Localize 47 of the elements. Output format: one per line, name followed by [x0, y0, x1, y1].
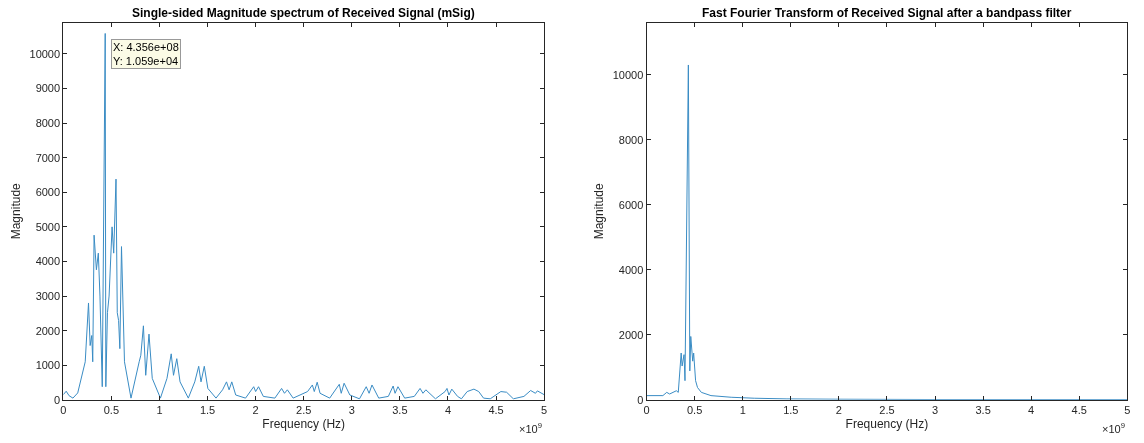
x-tick-label: 2.5	[296, 404, 312, 417]
y-tick-label: 2000	[35, 324, 61, 337]
y-tick-label: 8000	[35, 116, 61, 129]
y-tick-label: 4000	[618, 263, 644, 276]
x-tick-label: 5	[1124, 404, 1131, 417]
y-tick-label: 6000	[618, 198, 644, 211]
y-tick-label: 7000	[35, 151, 61, 164]
y-tick-label: 2000	[618, 328, 644, 341]
y-tick-label: 4000	[35, 255, 61, 268]
x-tick-label: 3.5	[392, 404, 408, 417]
y-tick-label: 9000	[35, 82, 61, 95]
x-tick-label: 4	[1028, 404, 1035, 417]
y-tick-label: 0	[637, 393, 644, 406]
x-tick-label: 3	[931, 404, 939, 417]
x-tick-label: 2.5	[879, 404, 895, 417]
x-tick-label: 1	[156, 404, 163, 417]
x-tick-label: 2	[835, 404, 842, 417]
y-axis-title: Magnitude	[8, 182, 23, 240]
x-tick-label: 2	[252, 404, 259, 417]
line-series	[63, 32, 545, 400]
y-tick-label: 10000	[612, 68, 644, 81]
y-tick-label: 0	[53, 393, 61, 406]
chart-title: Single-sided Magnitude spectrum of Received Signal (mSig)	[132, 6, 475, 20]
y-axis-title: Magnitude	[592, 182, 607, 240]
x-tick-label: 5	[541, 404, 548, 417]
x-tick-label: 4.5	[488, 404, 504, 417]
y-tick-label: 6000	[35, 186, 61, 199]
x-tick-label: 3	[348, 404, 355, 417]
text: ×10$^{9}$	[519, 421, 542, 435]
x-axis-title: Frequency (Hz)	[262, 416, 346, 431]
x-tick-label: 4	[444, 404, 452, 417]
y-tick-label: 10000	[29, 47, 61, 60]
chart-title: Fast Fourier Transform of Received Signal after a bandpass filter	[702, 6, 1072, 20]
annotation: X: 4.356e+08 Y: 1.059e+04	[113, 41, 179, 68]
x-tick-label: 1.5	[783, 404, 799, 417]
y-tick-label: 1000	[35, 359, 61, 372]
x-tick-label: 1	[739, 404, 746, 417]
x-tick-label: 3.5	[975, 404, 991, 417]
x-tick-label: 0.5	[686, 404, 703, 417]
x-tick-label: 1.5	[199, 404, 216, 417]
x-axis-title: Frequency (Hz)	[845, 416, 929, 431]
x-tick-label: 4.5	[1071, 404, 1087, 417]
text: ×10$^{9}$	[1102, 421, 1125, 435]
y-tick-label: 8000	[618, 133, 644, 146]
x-tick-label: 0.5	[103, 404, 120, 417]
y-tick-label: 5000	[35, 220, 61, 233]
y-tick-label: 3000	[35, 289, 61, 302]
